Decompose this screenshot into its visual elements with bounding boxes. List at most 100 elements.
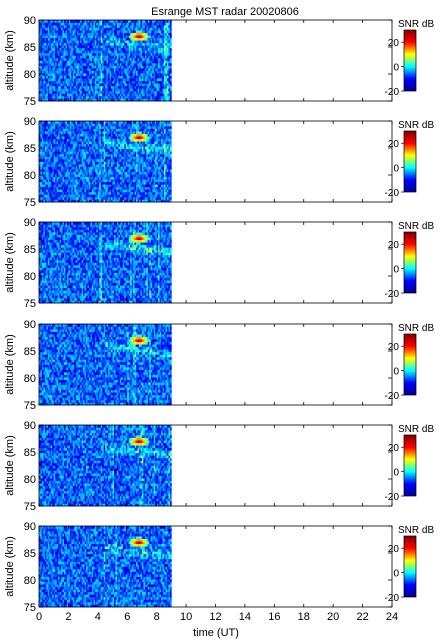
heatmap-cell (106, 63, 109, 66)
heatmap-cell (96, 194, 99, 198)
heatmap-cell (40, 63, 43, 66)
heatmap-cell (143, 52, 146, 56)
heatmap-cell (112, 143, 115, 147)
heatmap-cell (128, 153, 131, 157)
heatmap-cell (71, 148, 74, 152)
heatmap-cell (89, 199, 91, 203)
heatmap-cell (40, 158, 43, 162)
heatmap-cell (131, 179, 134, 183)
heatmap-cell (140, 80, 143, 84)
heatmap-cell (40, 131, 43, 134)
heatmap-cell (114, 123, 116, 127)
chart-title: Esrange MST radar 20020806 (151, 6, 299, 18)
heatmap-cell (81, 196, 84, 200)
heatmap-cell (166, 90, 169, 94)
heatmap-cell (47, 161, 50, 165)
heatmap-cell (49, 136, 52, 140)
heatmap-cell (131, 22, 134, 26)
heatmap-cell (74, 181, 77, 185)
heatmap-cell (112, 136, 115, 140)
heatmap-cell (62, 128, 65, 132)
heatmap-cell (155, 95, 157, 99)
heatmap-cell (102, 126, 105, 129)
heatmap-cell (105, 47, 107, 51)
heatmap-cell (102, 153, 105, 157)
heatmap-cell (43, 55, 46, 59)
heatmap-cell (72, 189, 75, 193)
heatmap-cell (86, 83, 88, 87)
heatmap-cell (81, 121, 84, 124)
heatmap-cell (158, 78, 160, 82)
heatmap-cell (137, 98, 140, 102)
heatmap-cell (56, 98, 59, 102)
heatmap-cell (80, 47, 82, 51)
heatmap-cell (152, 35, 155, 39)
heatmap-cell (56, 52, 59, 56)
heatmap-cell (65, 121, 68, 124)
heatmap-cell (166, 98, 169, 102)
heatmap-cell (102, 50, 105, 54)
heatmap-cell (144, 73, 147, 76)
heatmap-cell (143, 63, 146, 66)
heatmap-cell (130, 78, 132, 82)
heatmap-cell (89, 85, 91, 89)
heatmap-cell (41, 171, 44, 175)
heatmap-cell (102, 22, 105, 26)
heatmap-cell (115, 98, 118, 102)
heatmap-cell (141, 70, 144, 74)
heatmap-cell (105, 179, 107, 183)
heatmap-cell (119, 141, 122, 145)
heatmap-cell (133, 68, 135, 71)
heatmap-cell (165, 35, 168, 39)
heatmap-cell (102, 83, 105, 87)
heatmap-cell (84, 151, 87, 155)
heatmap-cell (62, 138, 65, 142)
heatmap-cell (47, 174, 50, 177)
heatmap-cell (71, 68, 74, 71)
heatmap-cell (119, 42, 122, 46)
heatmap-cell (50, 156, 53, 160)
heatmap-cell (64, 52, 66, 56)
heatmap-cell (119, 164, 122, 167)
heatmap-cell (155, 90, 157, 94)
heatmap-cell (62, 50, 65, 54)
heatmap-cell (43, 42, 46, 46)
heatmap-cell (64, 128, 66, 132)
heatmap-cell (74, 176, 77, 180)
heatmap-cell (47, 88, 50, 92)
heatmap-cell (137, 90, 140, 94)
heatmap-cell (75, 60, 78, 64)
heatmap-cell (50, 133, 53, 137)
heatmap-cell (94, 126, 97, 129)
heatmap-cell (137, 95, 140, 99)
heatmap-cell (58, 95, 60, 99)
heatmap-cell (56, 68, 59, 71)
heatmap-cell (141, 47, 144, 51)
heatmap-cell (58, 32, 60, 36)
heatmap-cell (89, 133, 91, 137)
heatmap-cell (122, 88, 125, 92)
heatmap-cell (116, 156, 119, 160)
heatmap-cell (80, 158, 82, 162)
heatmap-cell (112, 161, 115, 165)
heatmap-cell (111, 133, 113, 137)
heatmap-cell (153, 65, 156, 69)
heatmap-cell (47, 138, 50, 142)
heatmap-cell (149, 50, 152, 54)
heatmap-cell (97, 25, 100, 28)
heatmap-cell (65, 174, 68, 177)
heatmap-cell (46, 199, 49, 203)
heatmap-cell (86, 50, 88, 54)
heatmap-cell (153, 90, 156, 94)
heatmap-cell (40, 25, 43, 28)
heatmap-cell (155, 55, 157, 59)
heatmap-cell (131, 42, 134, 46)
heatmap-cell (99, 123, 102, 127)
heatmap-cell (84, 141, 87, 145)
heatmap-cell (115, 73, 118, 76)
heatmap-cell (111, 50, 113, 54)
heatmap-cell (162, 20, 165, 23)
heatmap-cell (105, 30, 107, 33)
heatmap-cell (100, 174, 103, 177)
heatmap-cell (115, 184, 118, 188)
